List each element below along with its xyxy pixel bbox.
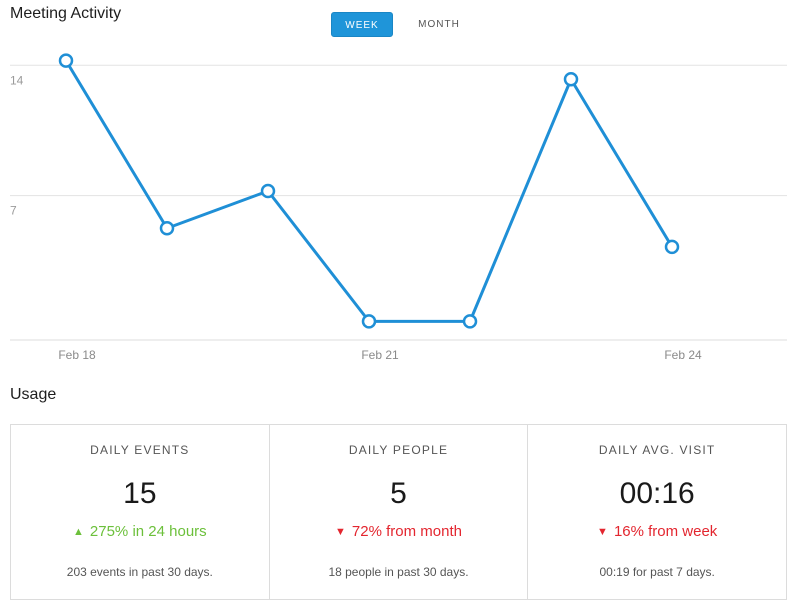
- card-note: 18 people in past 30 days.: [328, 565, 469, 579]
- data-point: [361, 314, 377, 329]
- card-change: ▲ 275% in 24 hours: [11, 523, 269, 540]
- card-label: DAILY EVENTS: [90, 443, 190, 457]
- card-change-text: 72% from month: [351, 523, 462, 540]
- trend-up-icon: ▲: [73, 526, 84, 538]
- card-note: 00:19 for past 7 days.: [599, 565, 715, 579]
- usage-section-title: Usage: [10, 386, 57, 403]
- x-tick-label: Feb 21: [361, 348, 399, 362]
- card-change-text: 16% from week: [613, 523, 718, 540]
- data-point: [58, 53, 74, 68]
- y-tick-label: 14: [10, 73, 24, 87]
- meeting-activity-chart: 14 7 Feb 18 Feb 21 Feb 24: [10, 53, 787, 362]
- data-point: [462, 314, 478, 329]
- y-tick-label: 7: [10, 204, 17, 218]
- card-label: DAILY PEOPLE: [348, 443, 449, 457]
- card-value: 5: [390, 477, 407, 510]
- card-value: 15: [123, 477, 157, 510]
- trend-down-icon: ▼: [597, 526, 608, 538]
- week-toggle-button[interactable]: WEEK: [331, 12, 393, 37]
- page-title: Meeting Activity: [10, 5, 122, 22]
- card-change-text: 275% in 24 hours: [89, 523, 207, 540]
- card-value: 00:16: [619, 477, 695, 510]
- card-change: ▼ 72% from month: [270, 523, 528, 540]
- x-tick-label: Feb 24: [664, 348, 702, 362]
- card-change: ▼ 16% from week: [528, 523, 786, 540]
- usage-cards: DAILY EVENTS 15 ▲ 275% in 24 hours 203 ev…: [10, 424, 787, 600]
- card-label: DAILY AVG. VISIT: [598, 443, 716, 457]
- data-point: [563, 72, 579, 87]
- daily-avg-visit-card: DAILY AVG. VISIT 00:16 ▼ 16% from week 00…: [528, 425, 786, 599]
- x-tick-label: Feb 18: [58, 348, 96, 362]
- data-point: [159, 221, 175, 236]
- daily-people-card: DAILY PEOPLE 5 ▼ 72% from month 18 people…: [270, 425, 529, 599]
- month-toggle-button[interactable]: MONTH: [418, 19, 460, 30]
- series-line: [64, 59, 674, 323]
- card-note: 203 events in past 30 days.: [66, 565, 213, 579]
- daily-events-card: DAILY EVENTS 15 ▲ 275% in 24 hours 203 ev…: [11, 425, 270, 599]
- data-point: [260, 183, 276, 199]
- trend-down-icon: ▼: [335, 526, 346, 538]
- data-point: [664, 239, 680, 255]
